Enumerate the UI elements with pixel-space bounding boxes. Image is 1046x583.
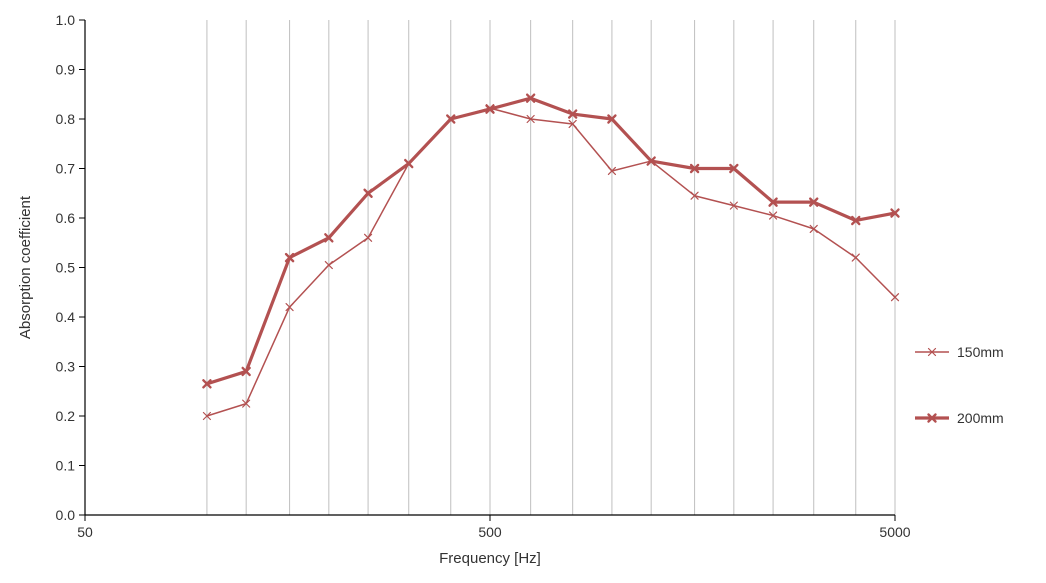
y-tick-label: 0.2 <box>56 408 76 424</box>
x-tick-label: 500 <box>478 524 502 540</box>
y-axis-title: Absorption coefficient <box>17 195 34 339</box>
y-tick-label: 0.9 <box>56 62 76 78</box>
x-tick-label: 5000 <box>879 524 910 540</box>
legend-label: 200mm <box>957 410 1004 426</box>
y-tick-label: 0.5 <box>56 260 76 276</box>
x-tick-label: 50 <box>77 524 93 540</box>
y-tick-label: 0.0 <box>56 507 76 523</box>
y-tick-label: 0.7 <box>56 161 76 177</box>
chart-svg: 0.0 0.1 0.2 0.3 0.4 0.5 0.6 0.7 0.8 0.9 1.0 50 500 50… <box>0 0 1046 583</box>
y-tick-label: 0.6 <box>56 210 76 226</box>
y-tick-label: 0.3 <box>56 359 76 375</box>
y-tick-label: 0.1 <box>56 458 76 474</box>
y-tick-label: 0.4 <box>56 309 76 325</box>
absorption-chart: 0.0 0.1 0.2 0.3 0.4 0.5 0.6 0.7 0.8 0.9 1.0 50 500 50… <box>0 0 1046 583</box>
y-tick-label: 1.0 <box>56 12 76 28</box>
x-axis-title: Frequency [Hz] <box>439 550 541 567</box>
legend-label: 150mm <box>957 344 1004 360</box>
y-tick-label: 0.8 <box>56 111 76 127</box>
